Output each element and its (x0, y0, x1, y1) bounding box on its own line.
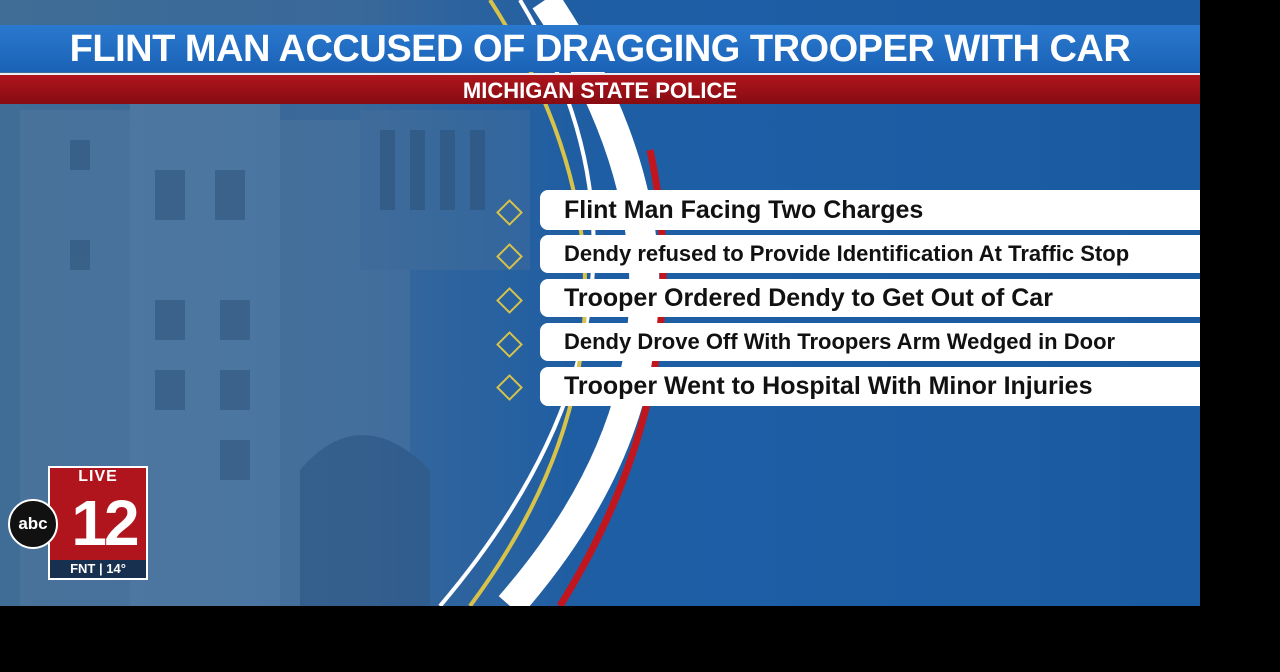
abc-logo: abc (8, 499, 58, 549)
bullet-item: Trooper Ordered Dendy to Get Out of Car (540, 279, 1200, 317)
bullet-item: Dendy Drove Off With Troopers Arm Wedged… (540, 323, 1200, 361)
logo-live-label: LIVE (78, 468, 118, 485)
building-windows (70, 130, 485, 480)
bullet-item: Trooper Went to Hospital With Minor Inju… (540, 367, 1200, 406)
subheadline-bar: MICHIGAN STATE POLICE (0, 73, 1200, 104)
news-graphic: FLINT MAN ACCUSED OF DRAGGING TROOPER WI… (0, 0, 1200, 606)
logo-station: FNT (70, 561, 96, 576)
headline-bar: FLINT MAN ACCUSED OF DRAGGING TROOPER WI… (0, 25, 1200, 72)
logo-temperature: 14° (106, 561, 126, 576)
bullet-item: Dendy refused to Provide Identification … (540, 235, 1200, 273)
bullet-item: Flint Man Facing Two Charges (540, 190, 1200, 230)
logo-channel-number: 12 (71, 487, 139, 559)
logo-footer: FNT | 14° (50, 560, 146, 578)
station-logo: LIVE 12 FNT | 14° abc (8, 466, 148, 582)
